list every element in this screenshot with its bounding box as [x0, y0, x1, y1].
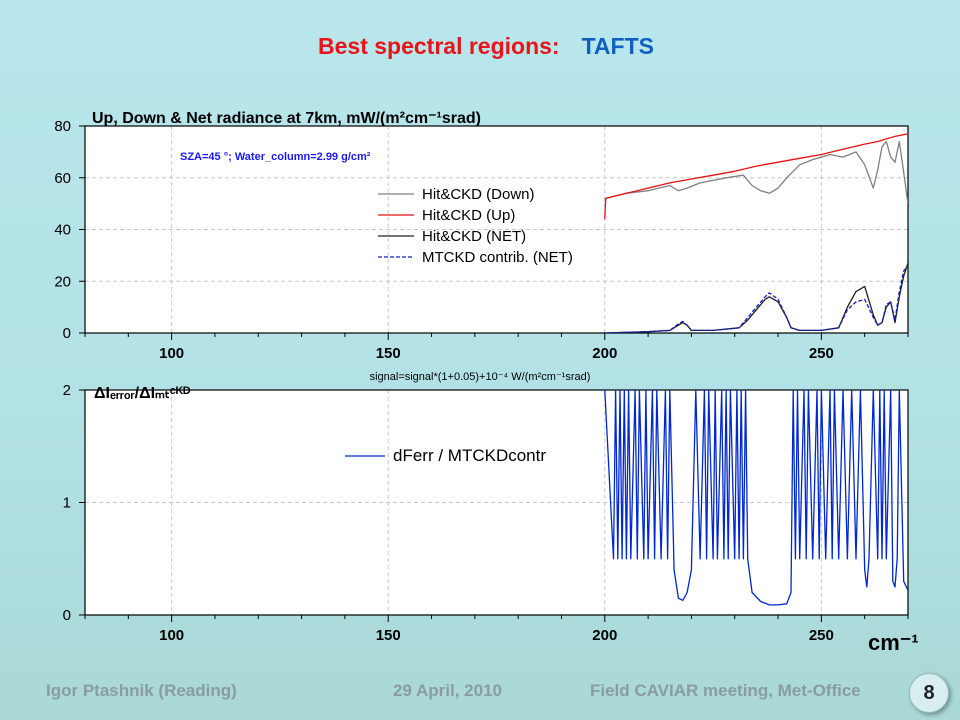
footer-date: 29 April, 2010: [393, 681, 502, 700]
slide-title-part2: TAFTS: [582, 33, 654, 59]
radiance-chart-ticks: 100 150 200 250 0 20 40 60 80: [54, 118, 909, 362]
radiance-chart-legend-label-1: Hit&CKD (Up): [422, 207, 515, 224]
error-ratio-chart-series-line-0: [604, 390, 908, 606]
radiance-chart-panel: [85, 126, 908, 333]
error-ratio-chart-xtick-label: 100: [159, 627, 184, 644]
error-ratio-chart-series: [604, 390, 908, 606]
radiance-chart-ytick-label: 80: [54, 118, 71, 135]
radiance-chart-series-line-0: [604, 140, 908, 204]
slide-title: Best spectral regions: TAFTS: [318, 33, 654, 59]
footer-author: Igor Ptashnik (Reading): [46, 681, 237, 700]
error-ratio-chart-xtick-label: 250: [809, 627, 834, 644]
error-ratio-chart-ytick-label: 0: [63, 607, 71, 624]
radiance-chart-series-line-3: [604, 265, 908, 333]
footer-event: Field CAVIAR meeting, Met-Office: [590, 681, 861, 700]
slide-title-part1: Best spectral regions:: [318, 33, 560, 59]
error-ratio-chart-ytick-label: 1: [63, 495, 71, 512]
radiance-chart-ytick-label: 20: [54, 273, 71, 290]
radiance-chart-title: Up, Down & Net radiance at 7km, mW/(m²cm…: [92, 110, 481, 127]
error-ratio-chart-annotation: signal=signal*(1+0.05)+10⁻⁴ W/(m²cm⁻¹sra…: [370, 371, 591, 383]
radiance-chart-legend-label-2: Hit&CKD (NET): [422, 228, 526, 245]
error-ratio-chart-xlabel: cm⁻¹: [868, 630, 919, 655]
radiance-chart-xtick-label: 250: [809, 345, 834, 362]
error-ratio-chart-legend: dFerr / MTCKDcontr: [345, 446, 546, 465]
error-ratio-chart-xtick-label: 200: [592, 627, 617, 644]
error-ratio-chart-panel: [85, 390, 908, 615]
radiance-chart-xtick-label: 200: [592, 345, 617, 362]
radiance-chart-legend-label-3: MTCKD contrib. (NET): [422, 249, 573, 266]
radiance-chart-series: [604, 133, 908, 333]
error-ratio-chart: 100 150 200 250 0 1 2 signal=signal*(1+0.05)+1…: [63, 371, 919, 655]
radiance-chart-ytick-label: 60: [54, 170, 71, 187]
error-ratio-chart-ticks: 100 150 200 250 0 1 2: [63, 382, 909, 644]
radiance-chart-xtick-label: 100: [159, 345, 184, 362]
radiance-chart-legend: Hit&CKD (Down) Hit&CKD (Up) Hit&CKD (NET) M…: [378, 186, 573, 266]
radiance-chart-ytick-label: 40: [54, 222, 71, 239]
radiance-chart: 100 150 200 250 0 20 40 60 80 Up, Down & Net rad…: [54, 110, 909, 362]
page-number-badge: 8: [909, 673, 949, 713]
radiance-chart-ytick-label: 0: [63, 325, 71, 342]
error-ratio-chart-legend-label-0: dFerr / MTCKDcontr: [393, 446, 546, 465]
error-ratio-chart-ytick-label: 2: [63, 382, 71, 399]
error-ratio-chart-title: ΔIₑᵣᵣₒᵣ/ΔIₘₜᶜᴷᴰ: [94, 385, 191, 402]
error-ratio-chart-xtick-label: 150: [376, 627, 401, 644]
radiance-chart-annotation: SZA=45 °; Water_column=2.99 g/cm²: [180, 151, 371, 163]
radiance-chart-series-line-1: [604, 133, 908, 220]
radiance-chart-legend-label-0: Hit&CKD (Down): [422, 186, 535, 203]
radiance-chart-xtick-label: 150: [376, 345, 401, 362]
